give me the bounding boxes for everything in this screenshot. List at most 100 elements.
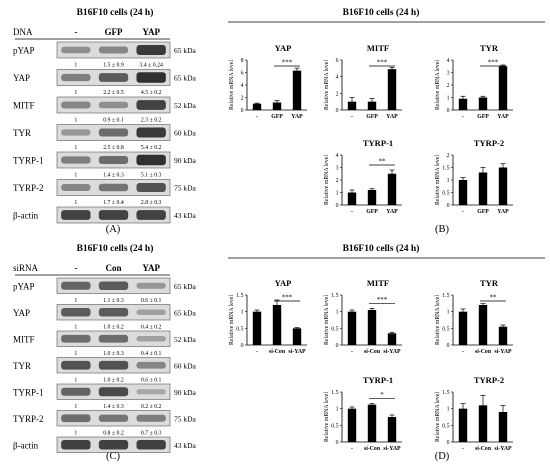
lane-label: GFP: [105, 27, 123, 37]
bar: [458, 98, 468, 110]
protein-label: TYRP-1: [13, 387, 44, 397]
blot-band: [136, 389, 166, 395]
band-quant: 1: [74, 298, 77, 304]
panel-label: (C): [106, 451, 121, 462]
protein-label: MITF: [13, 101, 35, 111]
band-quant: 1: [74, 173, 77, 179]
blot-band: [61, 156, 91, 164]
y-tick-label: 2: [336, 91, 339, 97]
band-quant: 4.5 ± 0.2: [141, 90, 162, 96]
blot-band: [61, 440, 91, 450]
panel-label: (D): [435, 451, 450, 462]
kda-label: 52 kDa: [174, 335, 197, 344]
panel-label: (B): [435, 224, 450, 235]
blot-band: [61, 101, 91, 109]
band-quant: 1: [74, 404, 77, 410]
y-tick-label: 4: [447, 58, 450, 64]
blot-band: [98, 387, 129, 397]
y-tick-label: 1.5: [331, 293, 338, 299]
x-tick-label: si-YAP: [288, 349, 306, 355]
x-tick-label: -: [351, 349, 353, 355]
protein-label: YAP: [13, 73, 30, 83]
band-quant: 5.4 ± 0.2: [141, 145, 162, 151]
bar: [292, 328, 302, 345]
x-tick-label: GFP: [271, 114, 283, 120]
chart-title: TYRP-2: [474, 375, 504, 385]
x-tick-label: GFP: [366, 114, 378, 120]
blot-band: [98, 46, 129, 54]
blot-band: [61, 184, 91, 191]
x-tick-label: YAP: [291, 114, 303, 120]
lane-label: YAP: [142, 263, 160, 273]
y-axis-title: Relative mRNA level: [324, 155, 330, 205]
blot-band: [98, 440, 129, 450]
chart-title: TYRP-1: [363, 375, 393, 385]
protein-label: TYRP-1: [13, 156, 44, 166]
bar: [272, 305, 282, 345]
protein-label: YAP: [13, 308, 30, 318]
y-tick-label: 0.5: [331, 326, 338, 332]
y-tick-label: 2: [336, 178, 339, 184]
kda-label: 75 kDa: [174, 184, 197, 193]
chart-title: TYR: [480, 43, 499, 53]
chart-title: TYRP-2: [474, 138, 504, 148]
y-tick-label: 4: [336, 153, 339, 159]
blot-band: [136, 335, 166, 342]
y-tick-label: 0: [447, 440, 450, 446]
bar: [347, 192, 357, 205]
protein-label: β-actin: [13, 211, 39, 221]
band-quant: 1.0 ± 0.2: [103, 325, 124, 331]
kda-label: 65 kDa: [174, 74, 197, 83]
band-quant: 0.6 ± 0.1: [141, 378, 162, 384]
y-tick-label: 0.5: [442, 423, 449, 429]
chart-title: TYR: [480, 278, 499, 288]
blot-band: [61, 73, 91, 82]
bar: [272, 102, 282, 110]
bar: [387, 333, 397, 345]
band-quant: 3.4 ± 0.24: [139, 63, 163, 69]
bar: [367, 101, 377, 110]
band-quant: 2.2 ± 0.5: [103, 90, 124, 96]
blot-band: [98, 334, 129, 343]
blot-band: [136, 72, 166, 83]
blot-band: [61, 334, 91, 343]
y-tick-label: 1.5: [442, 390, 449, 396]
band-quant: 1: [74, 145, 77, 151]
blot-band: [136, 210, 166, 220]
chart-title: TYRP-1: [363, 138, 393, 148]
y-axis-title: Relative mRNA level: [435, 60, 441, 110]
y-tick-label: 6: [336, 58, 339, 64]
kda-label: 60 kDa: [174, 129, 197, 138]
band-quant: 1: [74, 118, 77, 124]
protein-label: TYRP-2: [13, 183, 44, 193]
protein-label: pYAP: [13, 46, 35, 56]
y-axis-title: Relative mRNA level: [229, 295, 235, 345]
significance-stars: ***: [282, 59, 293, 67]
chart-title: MITF: [367, 278, 389, 288]
x-tick-label: -: [351, 114, 353, 120]
significance-stars: **: [490, 294, 498, 302]
protein-label: β-actin: [13, 440, 39, 450]
lane-label: Con: [105, 263, 121, 273]
y-tick-label: 0.5: [442, 191, 449, 197]
blot-band: [98, 156, 129, 164]
lane-label: -: [74, 263, 77, 273]
x-tick-label: si-YAP: [494, 349, 512, 355]
y-tick-label: 1.5: [442, 166, 449, 172]
bar: [498, 66, 508, 110]
band-quant: 2.3 ± 0.2: [141, 118, 162, 124]
blot-band: [136, 440, 166, 450]
band-quant: 1.4 ± 0.3: [103, 173, 124, 179]
panel-label: (A): [106, 224, 121, 235]
band-quant: 1.5 ± 0.9: [103, 63, 124, 69]
x-tick-label: -: [462, 349, 464, 355]
y-axis-title: Relative mRNA level: [229, 60, 235, 110]
band-quant: 2.8 ± 0.3: [141, 200, 162, 206]
protein-label: pYAP: [13, 281, 35, 291]
y-tick-label: 1: [447, 96, 450, 102]
x-tick-label: -: [462, 209, 464, 215]
blot-band: [136, 44, 166, 56]
band-quant: 5.1 ± 0.3: [141, 173, 162, 179]
y-axis-title: Relative mRNA level: [435, 392, 441, 442]
bar: [387, 69, 397, 110]
